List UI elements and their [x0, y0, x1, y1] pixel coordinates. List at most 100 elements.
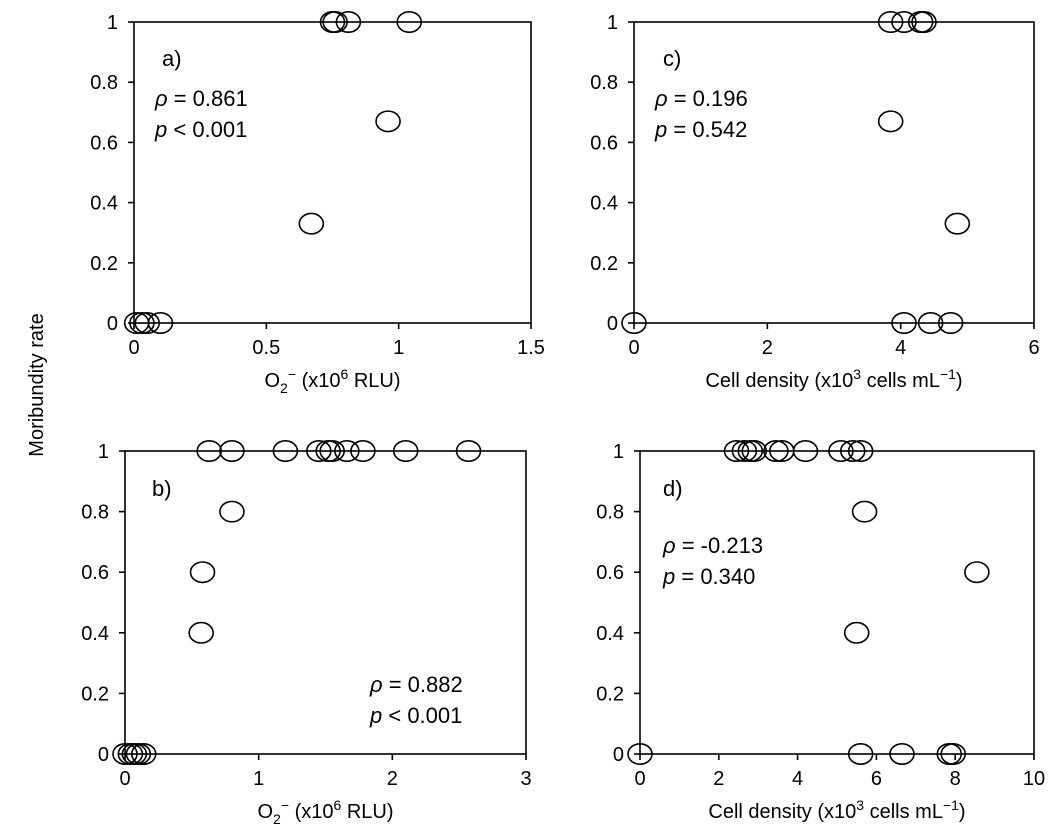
y-tick-label: 0 [98, 744, 109, 766]
x-axis-label: Cell density (x103 cells mL−1) [708, 797, 965, 823]
y-tick-label: 0.8 [90, 72, 118, 94]
panel-b: 0 0.2 0.4 0.6 0.8 1 0 1 2 3 O2− (x106 RLU) b) ρ = 0.… [81, 439, 532, 827]
rho-annotation: ρ = 0.861 [154, 86, 248, 111]
data-point [219, 439, 245, 462]
x-tick-label: 4 [792, 768, 803, 790]
rho-annotation: ρ = -0.213 [662, 533, 763, 558]
data-point [134, 311, 161, 334]
data-point [839, 439, 866, 462]
y-tick-label: 0.6 [81, 562, 109, 584]
y-tick-label: 0.4 [596, 623, 624, 645]
data-point [219, 500, 245, 523]
data-point [306, 439, 332, 462]
x-tick-label: 2 [713, 768, 724, 790]
data-point [189, 561, 216, 584]
data-point [917, 311, 944, 334]
x-tick-label: 1.5 [517, 337, 545, 359]
data-point [847, 439, 874, 462]
y-tick-label: 1 [98, 441, 109, 463]
p-annotation: p = 0.542 [654, 117, 747, 142]
data-point [877, 110, 904, 133]
y-tick-label: 0.2 [81, 683, 109, 705]
data-point [396, 11, 423, 33]
data-point [877, 11, 904, 33]
data-point [392, 439, 419, 462]
x-tick-label: 2 [387, 768, 398, 790]
data-point [944, 212, 971, 235]
x-tick-label: 0 [628, 337, 639, 359]
y-tick-label: 1 [607, 12, 618, 34]
data-point [763, 439, 789, 462]
data-point [851, 500, 878, 523]
y-axis-label: Moribundity rate [26, 313, 48, 456]
x-tick-label: 1 [253, 768, 264, 790]
panel-c: 0 0.2 0.4 0.6 0.8 1 0 2 4 6 Cell density (x103 cel… [590, 11, 1040, 392]
y-tick-label: 0.4 [590, 193, 618, 215]
x-axis-label: O2− (x106 RLU) [257, 797, 393, 827]
plot-frame [133, 21, 532, 324]
data-point [455, 439, 482, 462]
data-point [828, 439, 854, 462]
panel-label: d) [663, 476, 683, 501]
data-point [112, 742, 138, 765]
y-tick-label: 0.8 [590, 72, 618, 94]
data-point [375, 110, 401, 133]
p-annotation: p < 0.001 [369, 703, 462, 728]
data-point [911, 11, 937, 33]
p-annotation: p < 0.001 [154, 117, 247, 142]
rho-annotation: ρ = 0.196 [654, 86, 748, 111]
data-point [792, 439, 819, 462]
data-point [889, 742, 915, 765]
panel-label: c) [663, 46, 681, 71]
data-point [843, 621, 870, 644]
x-tick-label: 6 [1028, 337, 1039, 359]
plot-frame [633, 21, 1035, 324]
data-point [891, 311, 917, 334]
data-point [731, 439, 758, 462]
x-tick-label: 0 [119, 768, 130, 790]
y-tick-label: 0.2 [596, 683, 624, 705]
data-point [196, 439, 223, 462]
y-tick-label: 0.2 [90, 253, 118, 275]
y-tick-label: 0 [607, 313, 618, 335]
data-point [334, 439, 360, 462]
y-tick-label: 0 [107, 313, 118, 335]
data-point [940, 742, 967, 765]
rho-annotation: ρ = 0.882 [369, 672, 463, 697]
panel-label: b) [152, 476, 172, 501]
x-tick-label: 4 [895, 337, 906, 359]
y-tick-label: 0 [613, 744, 624, 766]
data-point [130, 742, 157, 765]
data-point [188, 621, 214, 644]
data-point [125, 742, 152, 765]
y-tick-label: 0.8 [596, 502, 624, 524]
y-tick-label: 0.4 [90, 193, 118, 215]
panel-a: 0 0.2 0.4 0.6 0.8 1 0 0.5 1 1.5 O2− (x106 RLU) a) ρ … [90, 11, 545, 396]
x-axis-label: O2− (x106 RLU) [264, 366, 400, 396]
x-tick-label: 6 [871, 768, 882, 790]
data-point [964, 561, 990, 584]
data-point [335, 11, 362, 33]
y-tick-label: 0.8 [81, 502, 109, 524]
x-tick-label: 2 [762, 337, 773, 359]
data-point [350, 439, 376, 462]
data-point [723, 439, 750, 462]
y-tick-label: 0.6 [596, 562, 624, 584]
x-axis-label: Cell density (x103 cells mL−1) [705, 366, 962, 392]
x-tick-label: 0 [634, 768, 645, 790]
plot-frame [639, 450, 1035, 755]
data-point [129, 311, 155, 334]
data-point [891, 11, 917, 33]
x-tick-label: 0.5 [252, 337, 280, 359]
y-tick-label: 0.2 [590, 253, 618, 275]
data-point [937, 311, 964, 334]
plot-frame [124, 450, 527, 755]
y-tick-label: 1 [613, 441, 624, 463]
x-tick-label: 3 [520, 768, 531, 790]
data-point [272, 439, 299, 462]
x-tick-label: 0 [128, 337, 139, 359]
data-point [627, 742, 653, 765]
x-tick-label: 1 [393, 337, 404, 359]
